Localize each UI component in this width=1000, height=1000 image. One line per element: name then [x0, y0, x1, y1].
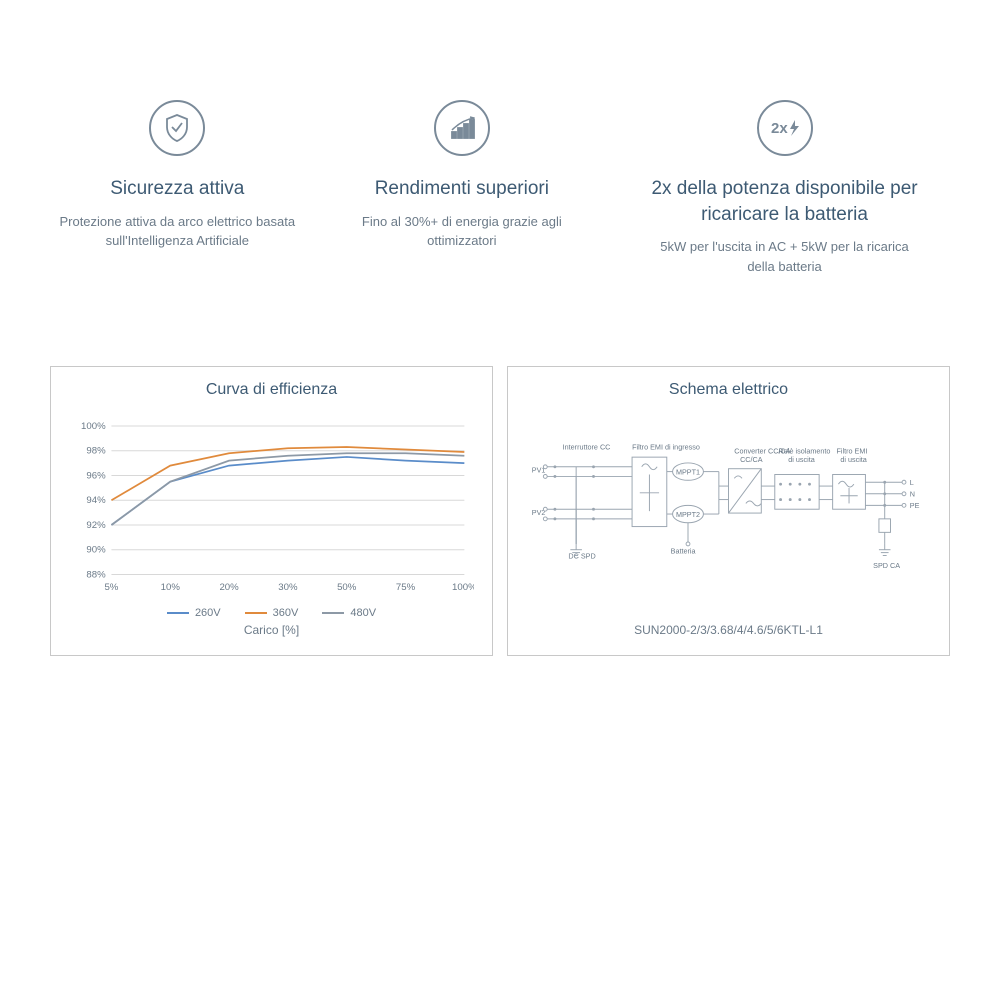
svg-text:98%: 98%	[86, 446, 106, 457]
svg-text:94%: 94%	[86, 495, 106, 506]
svg-text:Batteria: Batteria	[671, 547, 697, 556]
svg-text:20%: 20%	[219, 582, 239, 593]
svg-text:MPPT1: MPPT1	[676, 468, 700, 477]
svg-text:88%: 88%	[86, 570, 106, 581]
svg-text:5%: 5%	[104, 582, 118, 593]
schematic-caption: SUN2000-2/3/3.68/4/4.6/5/6KTL-L1	[526, 623, 931, 637]
legend-item: 480V	[322, 607, 376, 619]
feature-title: Sicurezza attiva	[110, 176, 244, 202]
feature-desc: 5kW per l'uscita in AC + 5kW per la rica…	[655, 237, 915, 276]
feature-title: 2x della potenza disponibile per ricaric…	[619, 176, 950, 227]
svg-text:10%: 10%	[161, 582, 181, 593]
svg-text:Filtro EMI: Filtro EMI	[837, 447, 868, 456]
svg-text:30%: 30%	[278, 582, 298, 593]
svg-text:L: L	[910, 478, 914, 487]
electrical-schematic: Interruttore CCFiltro EMI di ingressoPV1…	[526, 413, 931, 617]
svg-text:2x: 2x	[771, 120, 788, 137]
feature-desc: Fino al 30%+ di energia grazie agli otti…	[335, 212, 590, 251]
chart-legend: 260V 360V 480V	[69, 607, 474, 619]
efficiency-line-chart: 88% 90% 92% 94% 96% 98% 100% 5% 10% 20% 30% 50% 75% 1…	[69, 413, 474, 601]
svg-text:50%: 50%	[337, 582, 357, 593]
svg-text:100%: 100%	[452, 582, 474, 593]
feature-2x-power: 2x 2x della potenza disponibile per rica…	[619, 100, 950, 276]
svg-text:Relè isolamento: Relè isolamento	[779, 447, 831, 456]
schematic-title: Schema elettrico	[526, 381, 931, 399]
x-axis-label: Carico [%]	[69, 623, 474, 637]
feature-yields: Rendimenti superiori Fino al 30%+ di ene…	[335, 100, 590, 276]
svg-text:di uscita: di uscita	[840, 455, 867, 464]
panels-row: Curva di efficienza 88% 90% 92% 94% 96% 98% 10…	[50, 366, 950, 656]
svg-text:CC/CA: CC/CA	[740, 455, 763, 464]
svg-text:96%: 96%	[86, 471, 106, 482]
schematic-panel: Schema elettrico Interruttore CC Filtro E…	[507, 366, 950, 656]
feature-title: Rendimenti superiori	[375, 176, 549, 202]
svg-text:di uscita: di uscita	[788, 455, 815, 464]
svg-text:75%: 75%	[396, 582, 416, 593]
svg-text:100%: 100%	[81, 421, 106, 432]
svg-text:Filtro EMI di ingresso: Filtro EMI di ingresso	[632, 443, 700, 452]
legend-item: 360V	[245, 607, 299, 619]
svg-text:92%: 92%	[86, 520, 106, 531]
svg-text:SPD CA: SPD CA	[873, 561, 900, 570]
feature-security: Sicurezza attiva Protezione attiva da ar…	[50, 100, 305, 276]
svg-text:Interruttore CC: Interruttore CC	[563, 443, 611, 452]
svg-text:90%: 90%	[86, 545, 106, 556]
feature-desc: Protezione attiva da arco elettrico basa…	[50, 212, 305, 251]
chart-title: Curva di efficienza	[69, 381, 474, 399]
svg-text:PE: PE	[910, 502, 920, 511]
bar-chart-icon	[434, 100, 490, 156]
efficiency-chart-panel: Curva di efficienza 88% 90% 92% 94% 96% 98% 10…	[50, 366, 493, 656]
svg-text:MPPT2: MPPT2	[676, 510, 700, 519]
svg-text:N: N	[910, 490, 915, 499]
legend-item: 260V	[167, 607, 221, 619]
2x-bolt-icon: 2x	[757, 100, 813, 156]
shield-icon	[149, 100, 205, 156]
features-row: Sicurezza attiva Protezione attiva da ar…	[50, 100, 950, 276]
